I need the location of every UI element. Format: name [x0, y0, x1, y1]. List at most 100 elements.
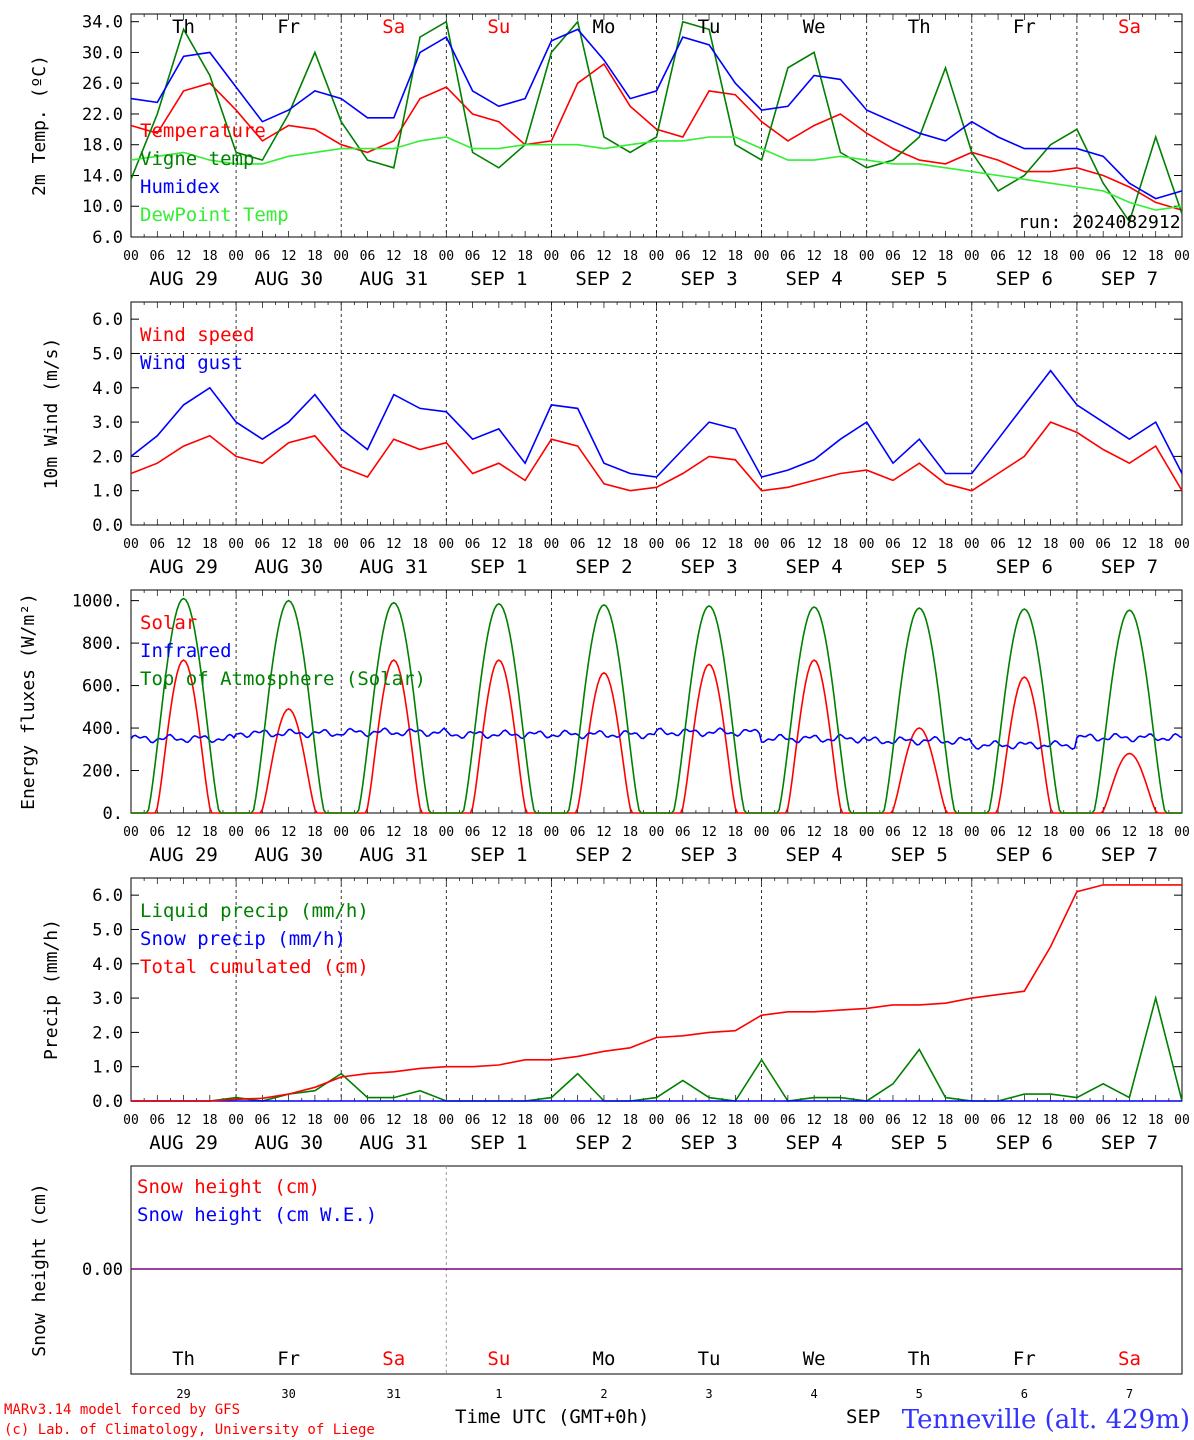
- hour-tick-label: 18: [1043, 537, 1059, 552]
- hour-tick-label: 12: [911, 249, 927, 264]
- hour-tick-label: 18: [412, 537, 428, 552]
- y-tick-label: 14.0: [82, 166, 123, 186]
- hour-tick-label: 12: [701, 825, 717, 840]
- hour-tick-label: 00: [1174, 825, 1190, 840]
- date-label: SEP 6: [996, 1132, 1053, 1154]
- y-tick-label: 0.: [103, 804, 123, 824]
- hour-tick-label: 18: [202, 537, 218, 552]
- hour-tick-label: 12: [386, 1113, 402, 1128]
- date-label: SEP 4: [786, 268, 843, 290]
- legend-entry: Total cumulated (cm): [140, 956, 369, 978]
- hour-tick-label: 18: [938, 249, 954, 264]
- hour-tick-label: 18: [833, 249, 849, 264]
- legend-entry: Temperature: [140, 120, 266, 142]
- hour-tick-label: 00: [123, 537, 139, 552]
- y-tick-label: 400.: [82, 719, 123, 739]
- day-number-label: 5: [916, 1387, 923, 1401]
- hour-tick-label: 18: [938, 1113, 954, 1128]
- hour-tick-label: 18: [202, 825, 218, 840]
- hour-tick-label: 18: [833, 825, 849, 840]
- panel-frame: [130, 1165, 1183, 1375]
- date-label: SEP 5: [891, 268, 948, 290]
- y-tick-label: 0.0: [92, 516, 123, 536]
- hour-tick-label: 00: [438, 1113, 454, 1128]
- hour-tick-label: 18: [202, 249, 218, 264]
- hour-tick-label: 06: [570, 1113, 586, 1128]
- footer-lab-line: (c) Lab. of Climatology, University of L…: [4, 1422, 375, 1438]
- hour-tick-label: 06: [1095, 537, 1111, 552]
- weekday-label: Fr: [277, 1348, 300, 1370]
- date-label: SEP 5: [891, 1132, 948, 1154]
- hour-tick-label: 06: [885, 825, 901, 840]
- day-number-label: 6: [1021, 1387, 1028, 1401]
- hour-tick-label: 12: [911, 825, 927, 840]
- hour-tick-label: 12: [386, 537, 402, 552]
- hour-tick-label: 18: [622, 537, 638, 552]
- legend-entry: Snow height (cm): [137, 1176, 320, 1198]
- hour-tick-label: 06: [465, 249, 481, 264]
- y-tick-label: 2.0: [92, 1023, 123, 1043]
- hour-tick-label: 00: [1174, 1113, 1190, 1128]
- date-label: SEP 2: [575, 1132, 632, 1154]
- hour-tick-label: 06: [990, 537, 1006, 552]
- hour-tick-label: 12: [1017, 825, 1033, 840]
- hour-tick-label: 18: [412, 249, 428, 264]
- y-axis-label: Precip (mm/h): [41, 919, 62, 1060]
- hour-tick-label: 18: [727, 249, 743, 264]
- hour-tick-label: 00: [754, 249, 770, 264]
- weekday-label: Th: [172, 1348, 195, 1370]
- hour-tick-label: 12: [281, 825, 297, 840]
- hour-tick-label: 18: [727, 537, 743, 552]
- hour-tick-label: 12: [386, 249, 402, 264]
- run-label: run: 2024082912: [1018, 212, 1181, 233]
- legend-entry: Snow height (cm W.E.): [137, 1204, 377, 1226]
- date-label: SEP 6: [996, 556, 1053, 578]
- hour-tick-label: 06: [255, 537, 271, 552]
- hour-tick-label: 12: [1122, 825, 1138, 840]
- hour-tick-label: 12: [1017, 537, 1033, 552]
- hour-tick-label: 12: [491, 1113, 507, 1128]
- weekday-label: Su: [487, 16, 510, 38]
- hour-tick-label: 12: [701, 1113, 717, 1128]
- hour-tick-label: 12: [596, 249, 612, 264]
- hour-tick-label: 12: [701, 249, 717, 264]
- hour-tick-label: 06: [570, 825, 586, 840]
- weekday-label: We: [803, 16, 826, 38]
- hour-tick-label: 06: [255, 825, 271, 840]
- hour-tick-label: 18: [622, 249, 638, 264]
- hour-tick-label: 00: [1069, 537, 1085, 552]
- footer-model-line: MARv3.14 model forced by GFS: [4, 1402, 240, 1418]
- hour-tick-label: 00: [228, 825, 244, 840]
- hour-tick-label: 00: [228, 537, 244, 552]
- series-line: [130, 62, 1183, 211]
- y-tick-label: 600.: [82, 677, 123, 697]
- date-label: SEP 7: [1101, 844, 1158, 866]
- hour-tick-label: 00: [754, 537, 770, 552]
- hour-tick-label: 06: [465, 825, 481, 840]
- date-label: SEP 1: [470, 844, 527, 866]
- series-line: [130, 28, 1183, 200]
- date-label: AUG 30: [254, 844, 323, 866]
- hour-tick-label: 06: [255, 249, 271, 264]
- hour-tick-label: 00: [1174, 537, 1190, 552]
- y-tick-label: 1.0: [92, 482, 123, 502]
- weekday-label: Fr: [1013, 16, 1036, 38]
- y-tick-label: 6.0: [92, 886, 123, 906]
- date-label: SEP 3: [680, 844, 737, 866]
- hour-tick-label: 00: [964, 1113, 980, 1128]
- hour-tick-label: 06: [149, 537, 165, 552]
- hour-tick-label: 06: [465, 1113, 481, 1128]
- series-line: [131, 884, 1182, 1102]
- weekday-label: Fr: [1013, 1348, 1036, 1370]
- hour-tick-label: 06: [1095, 1113, 1111, 1128]
- hour-tick-label: 00: [544, 1113, 560, 1128]
- weekday-label: Sa: [1118, 16, 1141, 38]
- legend-entry: Vigne temp: [140, 148, 254, 170]
- hour-tick-label: 12: [806, 249, 822, 264]
- hour-tick-label: 06: [1095, 825, 1111, 840]
- hour-tick-label: 00: [859, 825, 875, 840]
- hour-tick-label: 06: [885, 1113, 901, 1128]
- y-axis-label: 2m Temp. (ºC): [29, 55, 50, 196]
- y-axis-label: Snow height (cm): [29, 1183, 50, 1356]
- date-label: SEP 3: [680, 556, 737, 578]
